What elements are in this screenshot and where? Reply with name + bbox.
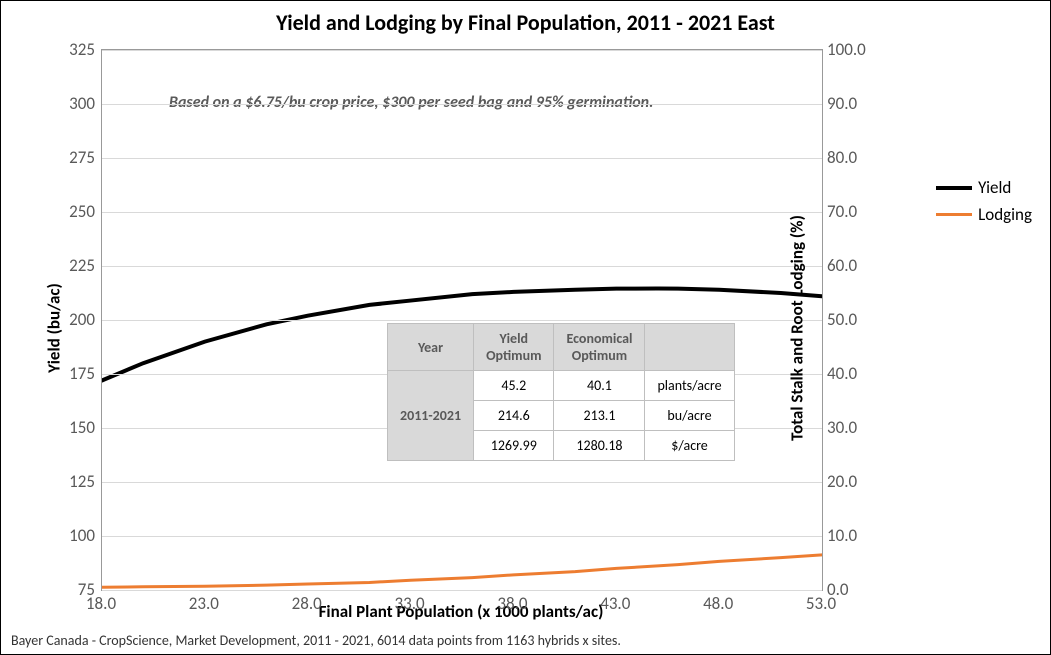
y2-tick: 80.0 [827, 147, 877, 168]
optimum-table: YearYieldOptimumEconomicalOptimum 2011-20… [387, 323, 735, 461]
y2-tick: 70.0 [827, 201, 877, 222]
y-tick: 175 [45, 363, 95, 384]
y-tick: 150 [45, 417, 95, 438]
table-cell: 45.2 [474, 371, 554, 401]
table-year: 2011-2021 [388, 371, 474, 461]
y2-tick: 30.0 [827, 417, 877, 438]
x-tick: 33.0 [380, 593, 440, 614]
y-tick: 275 [45, 147, 95, 168]
table-cell: 214.6 [474, 401, 554, 431]
table-cell: bu/acre [645, 401, 734, 431]
y-tick: 100 [45, 525, 95, 546]
x-tick: 28.0 [277, 593, 337, 614]
legend-item: Lodging [936, 204, 1032, 225]
y-tick: 325 [45, 39, 95, 60]
x-tick: 38.0 [482, 593, 542, 614]
y-tick: 225 [45, 255, 95, 276]
chart-title: Yield and Lodging by Final Population, 2… [1, 9, 1050, 36]
y-tick: 300 [45, 93, 95, 114]
y-tick: 200 [45, 309, 95, 330]
footnote: Bayer Canada - CropScience, Market Devel… [11, 632, 621, 649]
table-cell: plants/acre [645, 371, 734, 401]
table-cell: 213.1 [554, 401, 645, 431]
table-cell: 1269.99 [474, 431, 554, 461]
y-axis2-label: Total Stalk and Root Lodging (%) [787, 215, 808, 441]
table-header: YieldOptimum [474, 324, 554, 371]
x-tick: 18.0 [71, 593, 131, 614]
y2-tick: 10.0 [827, 525, 877, 546]
table-cell: $/acre [645, 431, 734, 461]
legend: Yield Lodging [936, 171, 1032, 231]
plot-area [101, 49, 823, 591]
y-tick: 125 [45, 471, 95, 492]
y2-tick: 40.0 [827, 363, 877, 384]
y2-tick: 90.0 [827, 93, 877, 114]
chart-container: Yield and Lodging by Final Population, 2… [0, 0, 1051, 655]
y-tick: 250 [45, 201, 95, 222]
y2-tick: 50.0 [827, 309, 877, 330]
table-header: EconomicalOptimum [554, 324, 645, 371]
table-header [645, 324, 734, 371]
x-tick: 48.0 [688, 593, 748, 614]
legend-item: Yield [936, 177, 1032, 198]
table-cell: 1280.18 [554, 431, 645, 461]
x-tick: 43.0 [585, 593, 645, 614]
x-tick: 23.0 [174, 593, 234, 614]
y2-tick: 20.0 [827, 471, 877, 492]
x-tick: 53.0 [791, 593, 851, 614]
table-cell: 40.1 [554, 371, 645, 401]
table-header: Year [388, 324, 474, 371]
y2-tick: 100.0 [827, 39, 877, 60]
y2-tick: 60.0 [827, 255, 877, 276]
